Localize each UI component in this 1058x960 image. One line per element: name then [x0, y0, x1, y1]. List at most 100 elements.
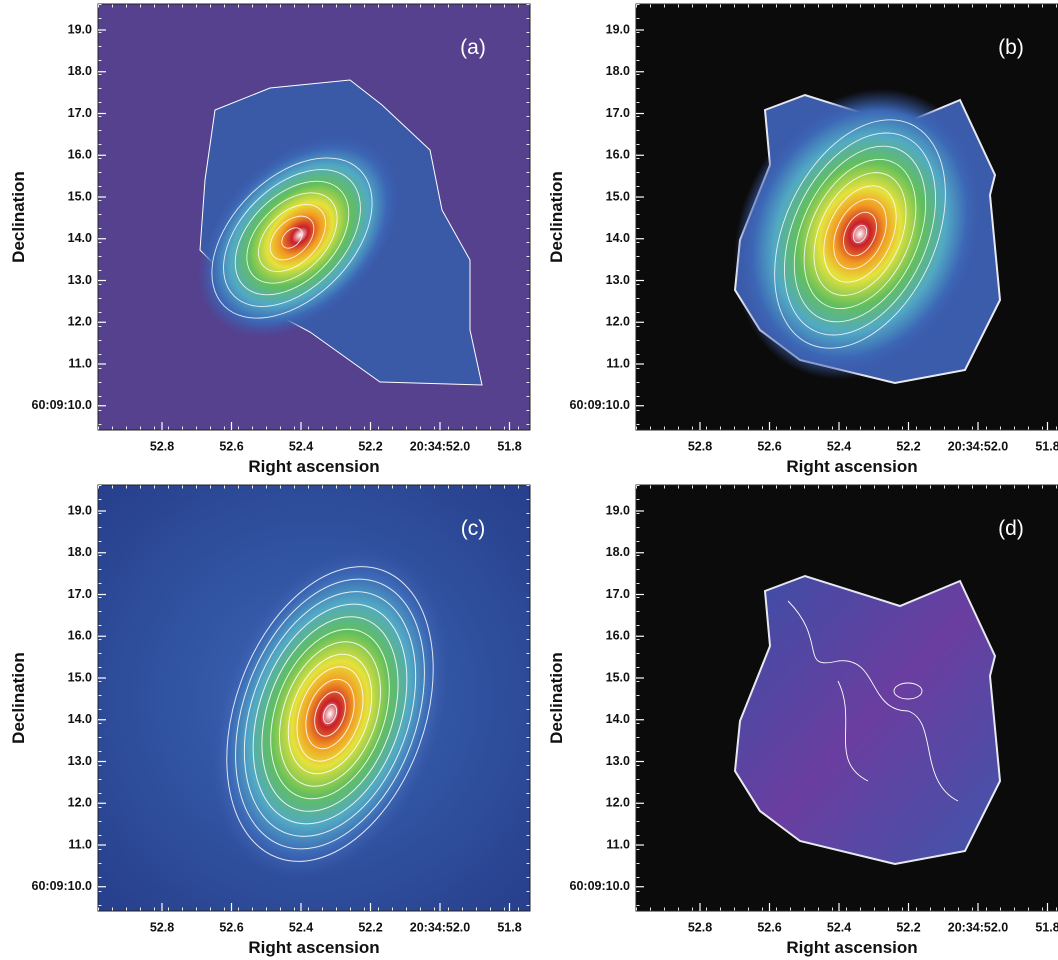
y-tick-label: 13.0: [606, 273, 630, 287]
y-tick-label: 16.0: [68, 629, 92, 643]
x-tick-label: 52.6: [219, 920, 243, 934]
panel-label: (b): [998, 36, 1024, 59]
x-tick-label: 52.4: [827, 920, 851, 934]
contour: [211, 157, 373, 319]
y-tick-label: 14.0: [68, 231, 92, 245]
y-tick-label: 12.0: [606, 315, 630, 329]
contour: [269, 215, 315, 261]
y-tick-label: 13.0: [68, 273, 92, 287]
x-tick-label: 20:34:52.0: [410, 920, 471, 934]
contour: [270, 628, 390, 800]
core: [211, 549, 449, 879]
contour: [305, 678, 355, 750]
y-tick-label: 15.0: [68, 189, 92, 203]
contour: [893, 682, 923, 700]
frame: [97, 484, 531, 912]
contour: [261, 616, 399, 812]
x-axis-title: Right ascension: [248, 457, 379, 476]
x-tick-label: 52.8: [150, 439, 174, 453]
y-tick-label: 17.0: [606, 587, 630, 601]
y-tick-label: 16.0: [606, 148, 630, 162]
contour: [787, 600, 959, 802]
contour: [246, 192, 338, 284]
y-tick-label: 11.0: [68, 837, 92, 851]
panel: (b) 19.0 18.0 17.0 16.0 15.0 14.0 13.0 12.0 11.0 6…: [547, 3, 1058, 476]
contour: [852, 225, 868, 243]
y-axis-title: Declination: [9, 652, 28, 744]
contour: [234, 180, 350, 296]
y-axis-title: Declination: [547, 652, 566, 744]
y-tick-label: 14.0: [606, 712, 630, 726]
contour: [784, 132, 936, 336]
y-tick-label: 60:09:10.0: [570, 398, 631, 412]
x-tick-label: 51.8: [1035, 439, 1058, 453]
y-tick-label: 19.0: [606, 503, 630, 517]
y-tick-label: 13.0: [606, 754, 630, 768]
contour: [252, 603, 408, 825]
x-tick-label: 52.4: [289, 439, 313, 453]
contour: [774, 119, 946, 349]
frame: [635, 3, 1058, 431]
panel: (d) 19.0 18.0 17.0 16.0 15.0 14.0 13.0 12.0 11.0 6…: [547, 484, 1058, 957]
y-tick-label: 18.0: [606, 64, 630, 78]
y-axis-title: Declination: [9, 171, 28, 263]
contour: [281, 227, 303, 249]
contour: [813, 172, 907, 296]
y-tick-label: 15.0: [606, 189, 630, 203]
panel: (a) 19.0 18.0 17.0 16.0 15.0 14.0 13.0 12.0 11.0 6…: [9, 3, 531, 476]
x-tick-label: 20:34:52.0: [948, 920, 1009, 934]
x-tick-label: 20:34:52.0: [948, 439, 1009, 453]
y-tick-label: 60:09:10.0: [32, 398, 93, 412]
y-tick-label: 11.0: [606, 356, 630, 370]
y-tick-label: 15.0: [68, 670, 92, 684]
contour: [823, 185, 897, 283]
contour: [235, 578, 425, 850]
panel-label: (d): [998, 517, 1024, 540]
y-tick-label: 16.0: [68, 148, 92, 162]
contour: [296, 666, 364, 762]
y-tick-label: 14.0: [606, 231, 630, 245]
x-tick-label: 52.8: [150, 920, 174, 934]
y-tick-label: 18.0: [68, 64, 92, 78]
y-tick-label: 15.0: [606, 670, 630, 684]
contour: [314, 691, 346, 737]
x-axis-title: Right ascension: [248, 938, 379, 957]
y-tick-label: 17.0: [68, 587, 92, 601]
x-tick-label: 52.8: [688, 439, 712, 453]
y-tick-label: 17.0: [606, 106, 630, 120]
y-tick-label: 19.0: [606, 22, 630, 36]
contour: [793, 145, 927, 323]
contour: [223, 169, 361, 307]
contour: [803, 158, 917, 310]
contour: [226, 566, 434, 862]
core: [734, 88, 986, 380]
contour: [243, 591, 417, 837]
x-tick-label: 52.2: [358, 920, 382, 934]
x-axis-title: Right ascension: [786, 938, 917, 957]
core: [198, 133, 402, 337]
y-tick-label: 19.0: [68, 22, 92, 36]
contour: [843, 211, 877, 257]
image: [636, 485, 1058, 911]
x-tick-label: 52.2: [358, 439, 382, 453]
x-tick-label: 51.8: [1035, 920, 1058, 934]
contour: [833, 198, 887, 270]
y-tick-label: 18.0: [68, 545, 92, 559]
y-tick-label: 13.0: [68, 754, 92, 768]
x-tick-label: 52.6: [757, 920, 781, 934]
emission: [733, 574, 1002, 866]
y-tick-label: 11.0: [606, 837, 630, 851]
y-tick-label: 60:09:10.0: [32, 879, 93, 893]
image: [636, 4, 1058, 430]
x-tick-label: 52.8: [688, 920, 712, 934]
panel-label: (a): [460, 36, 486, 59]
x-tick-label: 52.4: [289, 920, 313, 934]
x-tick-label: 51.8: [497, 439, 521, 453]
image: [98, 485, 530, 911]
x-tick-label: 20:34:52.0: [410, 439, 471, 453]
y-tick-label: 12.0: [606, 796, 630, 810]
contour: [258, 204, 326, 272]
contour: [278, 641, 382, 787]
y-tick-label: 14.0: [68, 712, 92, 726]
